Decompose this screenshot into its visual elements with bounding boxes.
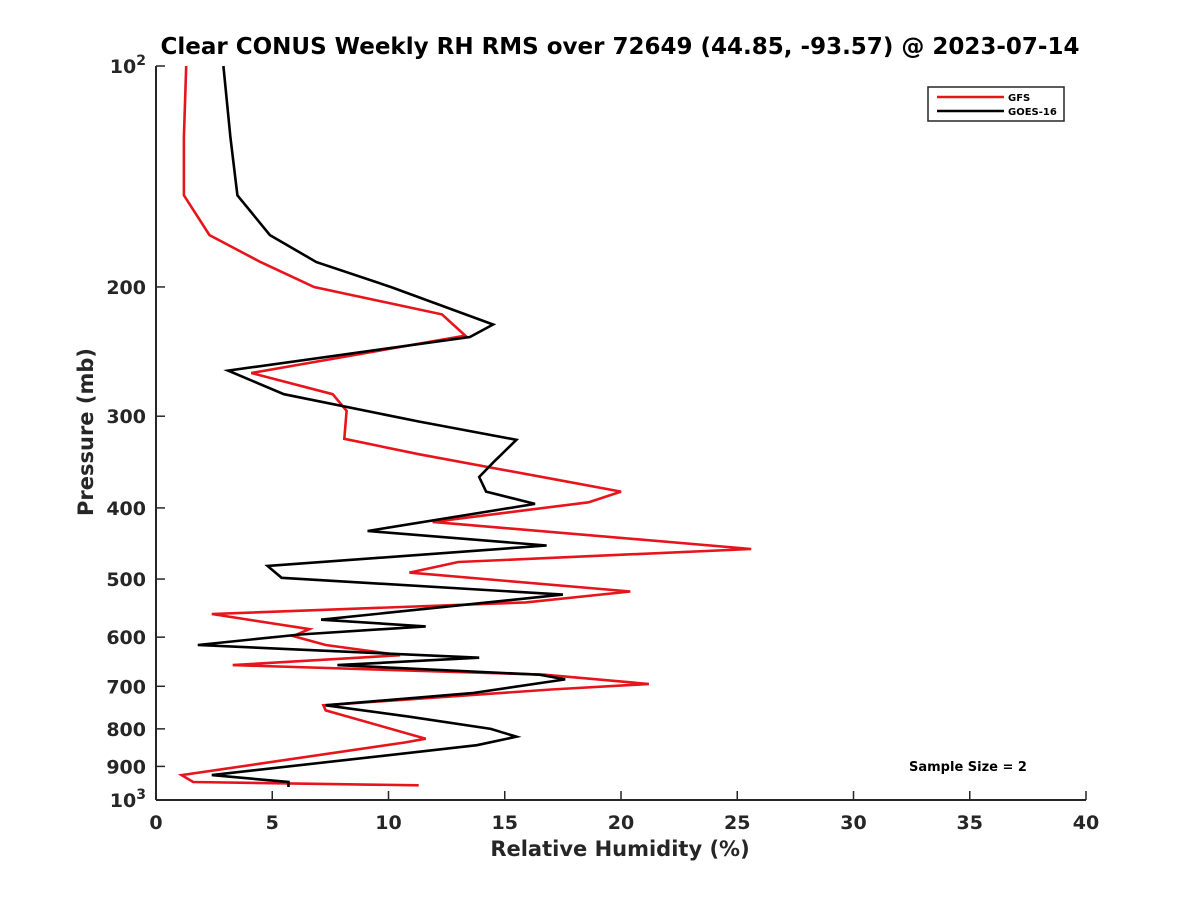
sample-size-annotation: Sample Size = 2 <box>909 760 1027 775</box>
y-tick-label: 200 <box>106 277 146 299</box>
series-line-gfs <box>177 65 752 787</box>
x-tick-label: 35 <box>957 812 983 834</box>
chart-title: Clear CONUS Weekly RH RMS over 72649 (44… <box>161 34 1080 60</box>
y-axis-label: Pressure (mb) <box>74 348 98 516</box>
y-tick-label: 500 <box>106 569 146 591</box>
legend: GFS GOES-16 <box>927 86 1065 122</box>
y-tick-label: 300 <box>106 406 146 428</box>
y-tick-label: 400 <box>106 498 146 520</box>
y-tick-label: 102 <box>110 53 146 78</box>
y-tick-label: 700 <box>106 676 146 698</box>
legend-box <box>927 86 1065 122</box>
y-tick-label: 103 <box>110 787 146 812</box>
y-tick-label: 800 <box>106 719 146 741</box>
series-layer <box>177 65 752 787</box>
x-axis-label: Relative Humidity (%) <box>490 837 749 861</box>
y-tick-label: 900 <box>106 756 146 778</box>
x-tick-label: 15 <box>492 812 518 834</box>
x-tick-label: 20 <box>608 812 634 834</box>
legend-label-gfs: GFS <box>1008 93 1030 104</box>
x-tick-label: 30 <box>840 812 866 834</box>
legend-label-goes16: GOES-16 <box>1008 107 1057 118</box>
axes-layer: 0 5 10 15 20 25 30 35 40 102 200 300 400 500 600 700 800… <box>106 53 1099 834</box>
x-tick-label: 40 <box>1073 812 1099 834</box>
x-tick-label: 5 <box>266 812 279 834</box>
x-tick-label: 0 <box>149 812 162 834</box>
series-line-goes16 <box>197 65 566 787</box>
y-tick-label: 600 <box>106 627 146 649</box>
x-tick-label: 10 <box>375 812 401 834</box>
x-tick-label: 25 <box>724 812 750 834</box>
